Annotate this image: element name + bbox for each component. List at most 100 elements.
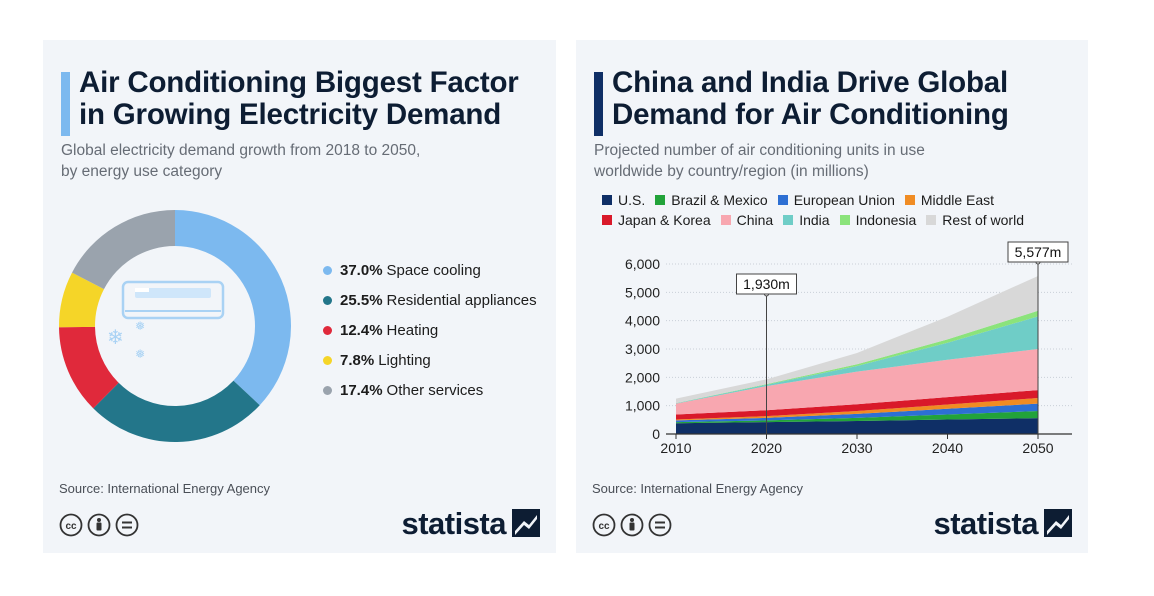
license-icons: cc: [59, 513, 139, 537]
annotation-box: [736, 273, 797, 295]
legend-item-china: China: [720, 210, 773, 230]
right-subtitle-line-1: Projected number of air conditioning uni…: [594, 142, 925, 159]
legend-label: Heating: [386, 321, 439, 339]
air-conditioner-icon: [121, 280, 225, 320]
svg-text:❅: ❅: [135, 347, 145, 361]
right-chart-subtitle: Projected number of air conditioning uni…: [594, 140, 1064, 182]
left-chart-subtitle: Global electricity demand growth from 20…: [61, 140, 531, 182]
legend-value: 12.4%: [340, 321, 383, 339]
legend-swatch: [904, 195, 915, 205]
svg-text:❅: ❅: [135, 319, 145, 333]
y-tick-label: 5,000: [625, 284, 660, 300]
legend-label: Other services: [386, 381, 484, 399]
svg-text:cc: cc: [598, 521, 610, 532]
legend-dot: [323, 265, 332, 275]
y-tick-label: 0: [652, 426, 660, 442]
legend-swatch: [777, 195, 788, 205]
right-infographic-card: China and India Drive Global Demand for …: [576, 40, 1088, 553]
y-tick-label: 6,000: [625, 256, 660, 272]
legend-swatch: [839, 215, 850, 225]
nd-icon: [648, 513, 672, 537]
legend-item-heating: 12.4% Heating: [323, 315, 537, 345]
left-statista-brand: statista: [401, 506, 540, 542]
legend-item-residential-appliances: 25.5% Residential appliances: [323, 285, 537, 315]
left-source-note: Source: International Energy Agency: [59, 481, 271, 496]
legend-dot: [323, 295, 332, 305]
legend-item-indonesia: Indonesia: [839, 210, 917, 230]
x-tick-label: 2050: [1022, 440, 1053, 456]
legend-item-u-s: U.S.: [602, 190, 645, 210]
right-statista-brand: statista: [933, 506, 1072, 542]
donut-chart: ❄ ❅ ❅: [59, 210, 291, 442]
legend-dot: [323, 385, 332, 395]
area-series-brazil-mexico: [676, 411, 1038, 424]
legend-dot: [323, 355, 332, 365]
x-tick-label: 2010: [660, 440, 691, 456]
x-tick-label: 2030: [841, 440, 872, 456]
legend-label: Brazil & Mexico: [671, 192, 768, 208]
legend-label: Japan & Korea: [618, 212, 711, 228]
donut-legend: 37.0% Space cooling 25.5% Residential appli…: [323, 255, 537, 405]
legend-swatch: [655, 195, 666, 205]
legend-dot: [323, 325, 332, 335]
right-subtitle-line-2: worldwide by country/region (in millions…: [594, 163, 869, 180]
left-subtitle-line-1: Global electricity demand growth from 20…: [61, 142, 421, 159]
by-icon: [87, 513, 111, 537]
right-title-line-1: China and India Drive Global: [612, 66, 1008, 99]
legend-label: Rest of world: [942, 212, 1024, 228]
legend-label: European Union: [793, 192, 895, 208]
stacked-area-chart: 0 1,000 2,000 3,000 4,000 5,000 6,000 2010 2020…: [625, 241, 1072, 456]
statista-logo-icon: [1044, 509, 1072, 537]
legend-swatch: [720, 215, 731, 225]
donut-slice-other-services: [72, 210, 175, 290]
y-tick-label: 3,000: [625, 341, 660, 357]
legend-label: Lighting: [378, 351, 431, 369]
right-chart-title: China and India Drive Global Demand for …: [612, 67, 1009, 131]
right-title-accent-bar: [594, 72, 603, 136]
donut-slice-lighting: [59, 272, 104, 328]
donut-slice-residential-appliances: [93, 380, 260, 442]
annotation-label: 5,577m: [1015, 244, 1062, 260]
left-title-accent-bar: [61, 72, 70, 136]
legend-item-japan-korea: Japan & Korea: [602, 210, 711, 230]
svg-text:cc: cc: [65, 521, 77, 532]
annotation-label: 1,930m: [743, 276, 790, 292]
area-legend: U.S. Brazil & Mexico European Union Middle …: [602, 190, 1082, 230]
donut-slice-heating: [59, 326, 119, 409]
legend-label: Residential appliances: [386, 291, 537, 309]
left-brand-text: statista: [401, 506, 506, 541]
statista-logo-icon: [512, 509, 540, 537]
legend-item-other-services: 17.4% Other services: [323, 375, 537, 405]
legend-value: 7.8%: [340, 351, 375, 369]
cc-icon: cc: [592, 513, 616, 537]
right-title-line-2: Demand for Air Conditioning: [612, 98, 1009, 131]
legend-item-rest-of-world: Rest of world: [926, 210, 1024, 230]
left-title-line-2: in Growing Electricity Demand: [79, 98, 502, 131]
annotation-box: [1007, 241, 1069, 263]
legend-item-middle-east: Middle East: [904, 190, 995, 210]
legend-label: Middle East: [920, 192, 995, 208]
cc-icon: cc: [59, 513, 83, 537]
x-tick-label: 2020: [751, 440, 782, 456]
right-brand-text: statista: [933, 506, 1038, 541]
area-series-european-union: [676, 403, 1038, 423]
legend-swatch: [783, 215, 794, 225]
legend-value: 25.5%: [340, 291, 383, 309]
svg-text:❄: ❄: [107, 327, 124, 349]
y-tick-label: 4,000: [625, 313, 660, 329]
legend-value: 17.4%: [340, 381, 383, 399]
y-tick-label: 2,000: [625, 369, 660, 385]
license-icons: cc: [592, 513, 672, 537]
left-infographic-card: Air Conditioning Biggest Factor in Growi…: [43, 40, 556, 553]
legend-item-european-union: European Union: [777, 190, 895, 210]
legend-value: 37.0%: [340, 261, 383, 279]
legend-label: U.S.: [618, 192, 646, 208]
legend-label: Indonesia: [855, 212, 917, 228]
nd-icon: [115, 513, 139, 537]
by-icon: [620, 513, 644, 537]
y-tick-label: 1,000: [625, 398, 660, 414]
legend-item-india: India: [783, 210, 830, 230]
legend-swatch: [602, 195, 612, 205]
left-subtitle-line-2: by energy use category: [61, 163, 223, 180]
legend-label: India: [799, 212, 830, 228]
